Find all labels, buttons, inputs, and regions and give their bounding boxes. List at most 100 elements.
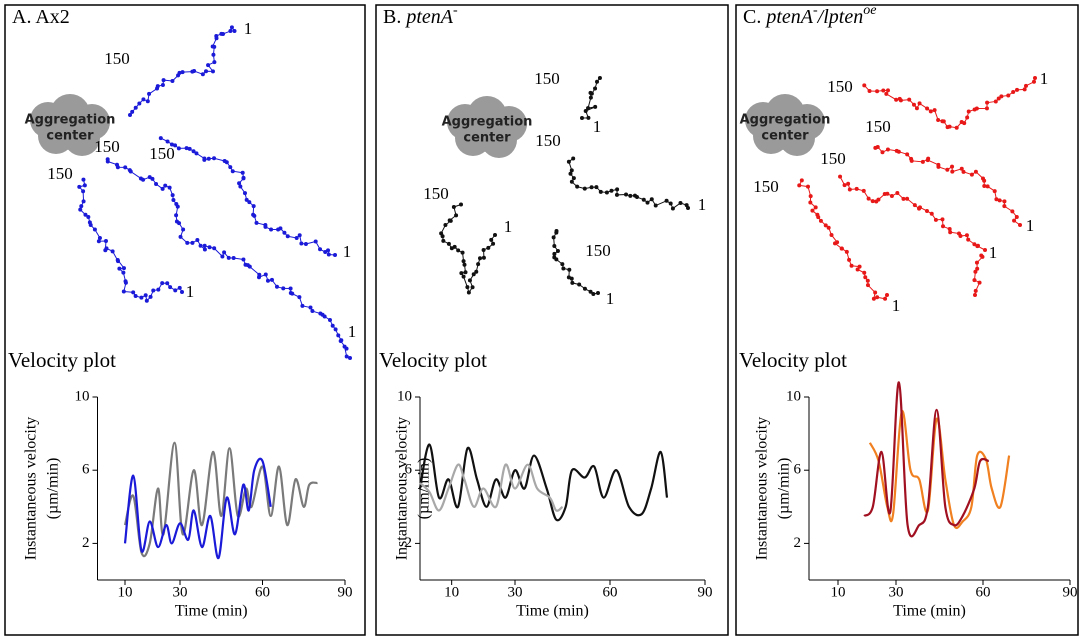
track-point (105, 159, 110, 164)
track-point (965, 115, 970, 120)
track-point (454, 213, 459, 218)
track-point (568, 171, 573, 176)
velocity-line (418, 443, 669, 522)
track-point (925, 106, 930, 111)
track-point (586, 115, 591, 120)
x-tick-label: 10 (118, 584, 133, 600)
track-point (181, 227, 186, 232)
track-point (808, 200, 813, 205)
track-point (160, 186, 165, 191)
track-label: 150 (827, 77, 853, 96)
track-point (1012, 218, 1017, 223)
label-part: ptenA (764, 6, 813, 28)
track-point (885, 191, 890, 196)
track-point (338, 339, 343, 344)
track-point (211, 52, 216, 57)
track-point (263, 272, 268, 277)
track-point (247, 264, 252, 269)
track-point (440, 234, 445, 239)
track-point (566, 159, 571, 164)
track-point (664, 198, 669, 203)
track-point (839, 246, 844, 251)
track-point (237, 181, 242, 186)
track-point (936, 118, 941, 123)
y-tick-label: 10 (397, 388, 412, 404)
track-point (177, 285, 182, 290)
track-point (210, 69, 215, 74)
track-point (130, 109, 135, 114)
label-part: /lpten (817, 6, 864, 28)
track-point (168, 285, 173, 290)
track-point (595, 79, 600, 84)
track-point (278, 226, 283, 231)
track-point (813, 205, 818, 210)
track-point (326, 248, 331, 253)
track-point (898, 98, 903, 103)
track-point (443, 223, 448, 228)
track-label: 150 (47, 164, 73, 183)
track-point (224, 160, 229, 165)
track-point (867, 88, 872, 93)
x-tick-label: 30 (173, 584, 188, 600)
track-point (79, 204, 84, 209)
y-tick-label: 10 (786, 388, 801, 404)
aggregation-label: Aggregation (25, 113, 116, 128)
track-point (885, 147, 890, 152)
track-point (881, 88, 886, 93)
track-point (452, 244, 457, 249)
track-point (983, 248, 987, 252)
aggregation-cloud (763, 106, 807, 150)
track-point (104, 246, 109, 251)
x-tick-label: 60 (976, 584, 991, 600)
y-axis-label: Instantaneous velocity (754, 417, 771, 561)
track-point (966, 237, 971, 242)
track-point (797, 183, 802, 188)
track-point (999, 94, 1004, 99)
track-point (460, 250, 465, 255)
track-point (459, 271, 464, 276)
y-tick-label: 6 (82, 462, 90, 478)
label-part: ptenA (404, 6, 453, 28)
track-label: 150 (585, 241, 611, 260)
track-point (1031, 79, 1036, 84)
track-point (588, 289, 593, 294)
track-point (624, 192, 629, 197)
track-point (169, 142, 174, 147)
velocity-line (123, 441, 318, 558)
track-point (994, 197, 999, 202)
y-axis-label: (µm/min) (45, 458, 62, 520)
track-point (115, 165, 120, 170)
track-label: 150 (865, 117, 891, 136)
track-point (194, 151, 199, 156)
track-point (982, 178, 987, 183)
track-point (230, 169, 235, 174)
track-point (586, 106, 591, 111)
track-point (121, 266, 126, 271)
chart-title: Velocity plot (739, 348, 847, 372)
track-point (200, 72, 205, 77)
track-point (805, 184, 810, 189)
track-label: 1 (244, 19, 253, 38)
track-point (1015, 87, 1020, 92)
track-point (82, 183, 87, 188)
track-point (206, 63, 211, 68)
cell-track (160, 137, 336, 256)
track-point (177, 221, 182, 226)
track-point (920, 159, 925, 164)
track-point (493, 233, 497, 237)
track-point (244, 197, 249, 202)
track-point (81, 189, 86, 194)
track-point (207, 245, 212, 250)
track-point (256, 275, 261, 280)
track-point (187, 146, 192, 151)
track-point (668, 201, 673, 206)
track-point (240, 170, 245, 175)
track-point (894, 97, 899, 102)
track-point (1018, 223, 1022, 227)
track-point (117, 266, 122, 271)
track-point (571, 156, 576, 161)
track-point (121, 270, 126, 275)
track-point (865, 278, 870, 283)
track-point (313, 239, 318, 244)
track-point (875, 89, 880, 94)
